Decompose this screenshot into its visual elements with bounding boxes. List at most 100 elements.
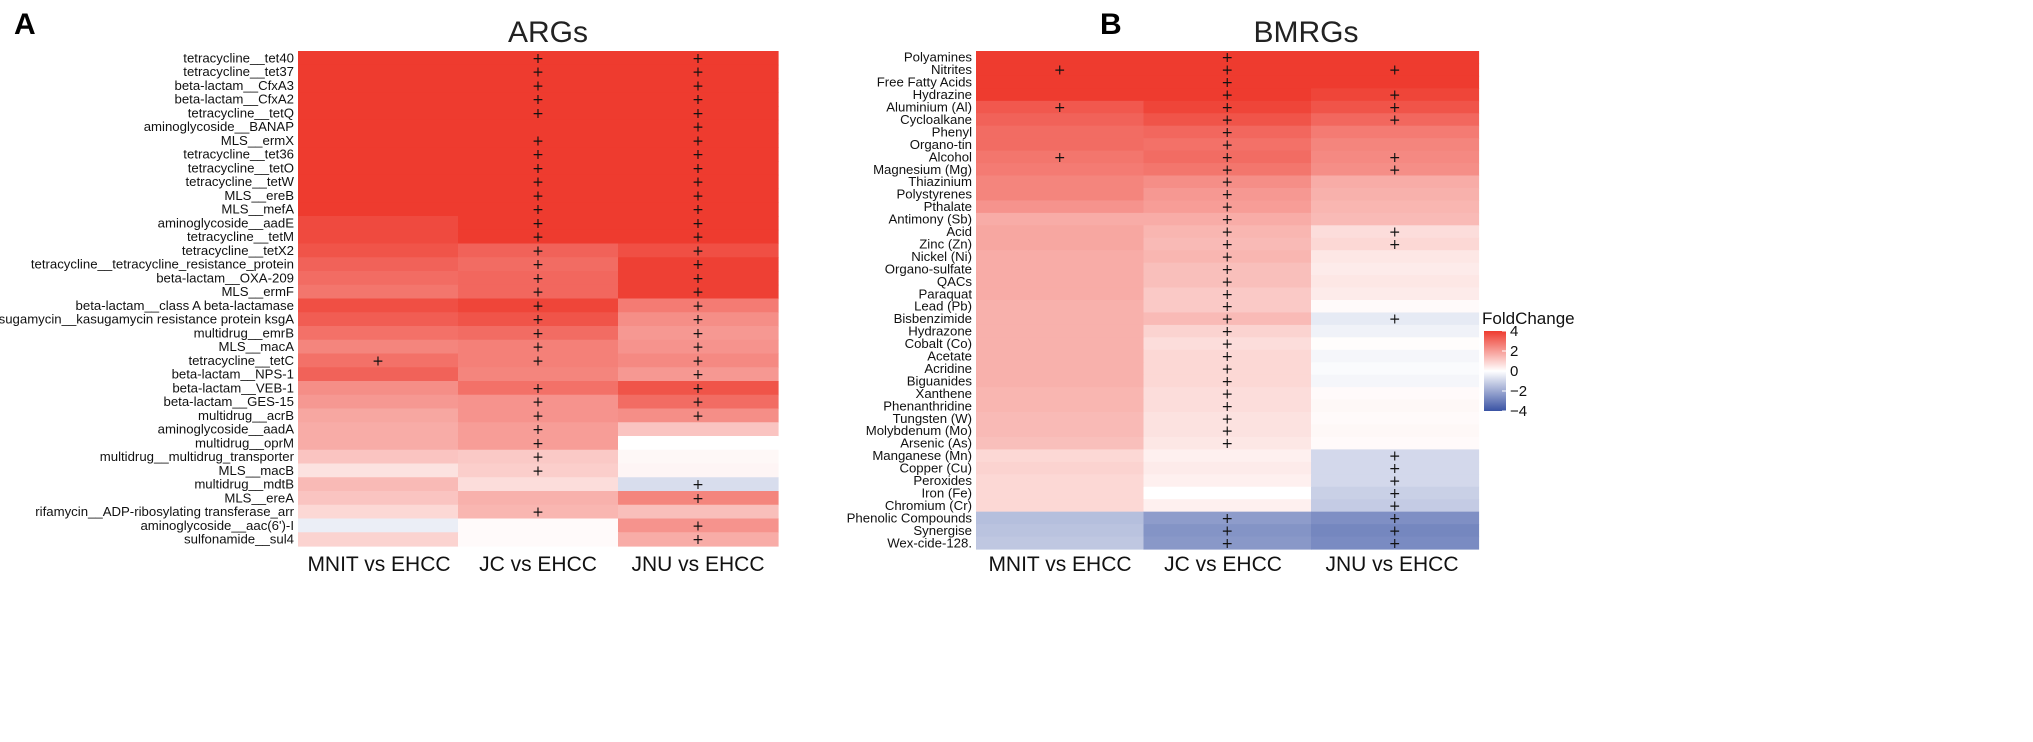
row-label-b-12: Pthalate (924, 199, 972, 214)
heatmap-cell-b-11-2 (1311, 187, 1480, 201)
significance-plus-a-12-2: + (692, 216, 704, 232)
panel-b-col-label-mnit: MNIT vs EHCC (988, 553, 1131, 576)
row-label-b-6: Phenyl (932, 124, 972, 139)
significance-plus-b-22-1: + (1221, 324, 1233, 340)
heatmap-cell-a-14-2 (618, 243, 779, 258)
heatmap-cell-b-1-1 (1143, 63, 1312, 77)
significance-plus-a-19-1: + (532, 312, 544, 328)
significance-plus-a-4-1: + (532, 106, 544, 122)
heatmap-cell-a-9-2 (618, 174, 779, 190)
heatmap-cell-b-32-0 (976, 449, 1145, 463)
heatmap-cell-b-19-2 (1311, 287, 1480, 301)
panel-b-col-label-jnu: JNU vs EHCC (1325, 553, 1458, 576)
foldchange-legend: FoldChange 4 2 0 −2 −4 (1482, 309, 1575, 420)
heatmap-cell-a-26-1 (458, 408, 619, 423)
heatmap-cell-b-4-2 (1311, 100, 1480, 114)
row-label-b-14: Acid (946, 224, 972, 239)
row-label-b-15: Zinc (Zn) (919, 236, 972, 251)
heatmap-cell-a-10-2 (618, 188, 779, 203)
heatmap-cell-a-4-1 (458, 106, 619, 121)
row-label-a-27: aminoglycoside__aadA (158, 422, 295, 437)
heatmap-cell-a-23-0 (298, 367, 459, 382)
significance-plus-b-19-1: + (1221, 287, 1233, 303)
heatmap-cell-a-29-0 (298, 449, 459, 465)
significance-plus-a-25-1: + (532, 395, 544, 411)
heatmap-cell-b-14-0 (976, 225, 1145, 239)
heatmap-cell-a-31-0 (298, 477, 459, 492)
significance-plus-a-20-2: + (692, 326, 704, 342)
row-label-b-5: Cycloalkane (900, 112, 972, 127)
significance-plus-a-29-1: + (532, 450, 544, 466)
heatmap-cell-b-35-1 (1143, 486, 1312, 500)
heatmap-cell-b-32-1 (1143, 449, 1312, 463)
row-label-a-24: beta-lactam__VEB-1 (172, 380, 294, 395)
heatmap-cell-b-22-0 (976, 324, 1145, 338)
heatmap-cell-b-34-1 (1143, 474, 1312, 488)
heatmap-cell-b-26-2 (1311, 374, 1480, 388)
row-label-b-24: Acetate (927, 349, 972, 364)
significance-plus-a-0-2: + (692, 51, 704, 67)
legend-tick-label-4: −4 (1510, 403, 1527, 420)
heatmap-cell-b-14-1 (1143, 225, 1312, 239)
row-label-b-10: Thiazinium (908, 174, 972, 189)
heatmap-cell-a-16-2 (618, 271, 779, 286)
heatmap-cell-a-7-0 (298, 147, 459, 162)
heatmap-cell-b-36-1 (1143, 499, 1312, 513)
significance-plus-a-31-2: + (692, 477, 704, 493)
panel-b-cells (976, 51, 1480, 550)
significance-plus-b-23-1: + (1221, 337, 1233, 353)
heatmap-cell-a-24-1 (458, 381, 619, 396)
significance-plus-a-35-2: + (692, 532, 704, 548)
heatmap-cell-b-20-2 (1311, 300, 1480, 314)
heatmap-cell-b-28-0 (976, 399, 1145, 413)
row-label-b-7: Organo-tin (910, 137, 972, 152)
heatmap-cell-a-33-2 (618, 504, 779, 520)
heatmap-cell-b-23-1 (1143, 337, 1312, 351)
significance-plus-a-27-1: + (532, 422, 544, 438)
legend-tick-label-1: 2 (1510, 343, 1518, 360)
heatmap-cell-b-25-2 (1311, 362, 1480, 376)
heatmap-cell-a-18-2 (618, 298, 779, 313)
heatmap-cell-a-22-0 (298, 353, 459, 368)
row-label-b-22: Hydrazone (908, 324, 972, 339)
heatmap-cell-b-24-0 (976, 349, 1145, 363)
significance-plus-a-21-1: + (532, 340, 544, 356)
significance-plus-a-8-2: + (692, 161, 704, 177)
significance-plus-a-26-1: + (532, 408, 544, 424)
row-label-a-35: sulfonamide__sul4 (184, 532, 294, 547)
significance-plus-b-3-2: + (1389, 88, 1401, 104)
heatmap-cell-a-3-2 (618, 92, 779, 107)
heatmap-cell-a-28-1 (458, 436, 619, 451)
significance-plus-b-25-1: + (1221, 361, 1233, 377)
row-label-a-4: tetracycline__tetQ (188, 105, 294, 120)
significance-plus-a-9-2: + (692, 175, 704, 191)
heatmap-cell-a-7-1 (458, 147, 619, 162)
significance-plus-a-3-2: + (692, 92, 704, 108)
heatmap-cell-a-9-1 (458, 174, 619, 190)
heatmap-cell-a-20-0 (298, 326, 459, 341)
significance-plus-b-26-1: + (1221, 374, 1233, 390)
significance-plus-a-1-1: + (532, 65, 544, 81)
significance-plus-b-21-2: + (1389, 312, 1401, 328)
heatmap-cell-b-13-1 (1143, 212, 1312, 226)
significance-plus-b-28-1: + (1221, 399, 1233, 415)
row-label-b-23: Cobalt (Co) (905, 336, 972, 351)
heatmap-cell-b-29-0 (976, 412, 1145, 426)
significance-plus-a-22-2: + (692, 353, 704, 369)
heatmap-cell-b-30-0 (976, 424, 1145, 438)
significance-plus-b-39-2: + (1389, 536, 1401, 552)
panel-a-col-label-mnit: MNIT vs EHCC (307, 553, 450, 576)
panel-a-column-labels: MNIT vs EHCC JC vs EHCC JNU vs EHCC (307, 553, 764, 576)
significance-plus-b-24-1: + (1221, 349, 1233, 365)
heatmap-cell-b-8-0 (976, 150, 1145, 164)
legend-colorbar (1484, 331, 1506, 411)
heatmap-cell-a-17-0 (298, 284, 459, 300)
significance-plus-b-12-1: + (1221, 200, 1233, 216)
heatmap-cell-b-10-1 (1143, 175, 1312, 189)
row-label-a-26: multidrug__acrB (198, 408, 294, 423)
significance-plus-a-15-1: + (532, 257, 544, 273)
heatmap-cell-a-13-0 (298, 229, 459, 245)
heatmap-cell-b-22-1 (1143, 324, 1312, 338)
row-label-a-30: MLS__macB (219, 463, 295, 478)
heatmap-cell-a-17-1 (458, 284, 619, 300)
